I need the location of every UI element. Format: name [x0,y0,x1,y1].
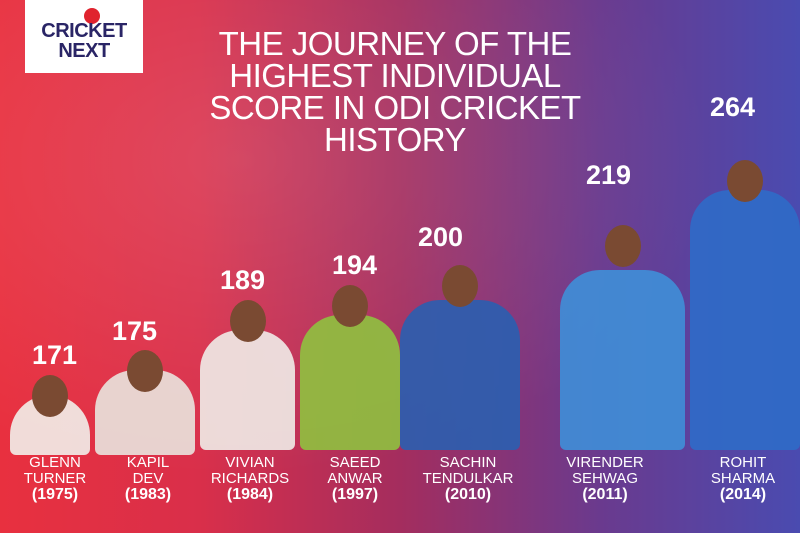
player-first-name: VIVIAN [225,454,275,471]
player-last-name: TENDULKAR [422,470,514,487]
player-photo [690,190,800,450]
player-score: 171 [32,340,78,370]
player-label: VIRENDER SEHWAG (2011) [545,455,665,503]
player-photo [560,270,685,450]
player-label: GLENN TURNER (1975) [0,455,115,503]
player-first-name: VIRENDER [566,454,644,471]
player-head [332,285,368,327]
player-score: 200 [418,222,464,252]
player-last-name: DEV [132,470,164,487]
player-first-name: SAEED [329,454,381,471]
player-head [32,375,68,417]
player-score: 189 [220,265,266,295]
player-year: (2010) [444,486,492,503]
player-head [127,350,163,392]
player-head [604,225,641,267]
player-label: KAPIL DEV (1983) [88,455,208,503]
player-last-name: RICHARDS [210,470,290,487]
cricketnext-logo: CRICKET NEXT [25,0,143,73]
player-year: (1984) [226,486,274,503]
player-first-name: GLENN [29,454,81,471]
player-head [229,300,266,342]
player-photo [200,330,295,450]
player-photo [400,300,520,450]
cricket-ball-icon [84,8,100,24]
player-first-name: KAPIL [126,454,170,471]
player-last-name: ANWAR [327,470,383,487]
player-label: VIVIAN RICHARDS (1984) [190,455,310,503]
logo-line2: NEXT [58,40,110,62]
player-label: ROHIT SHARMA (2014) [683,455,800,503]
player-last-name: TURNER [23,470,87,487]
player-photo [300,315,400,450]
player-last-name: SEHWAG [571,470,639,487]
player-head [442,265,478,307]
player-score: 175 [112,316,158,346]
player-year: (2011) [582,486,628,503]
player-score: 219 [586,160,632,190]
player-year: (2014) [719,486,767,503]
player-score: 264 [710,92,756,122]
player-year: (1997) [331,486,379,503]
player-last-name: SHARMA [710,470,776,487]
player-score: 194 [332,250,378,280]
player-first-name: ROHIT [719,454,767,471]
player-first-name: SACHIN [439,454,497,471]
player-year: (1975) [31,486,79,503]
player-label: SACHIN TENDULKAR (2010) [408,455,528,503]
player-year: (1983) [124,486,172,503]
page-title: THE JOURNEY OF THE HIGHEST INDIVIDUAL SC… [209,25,581,158]
logo-line1: CRICKET [41,20,127,42]
player-label: SAEED ANWAR (1997) [295,455,415,503]
player-head [727,160,763,202]
